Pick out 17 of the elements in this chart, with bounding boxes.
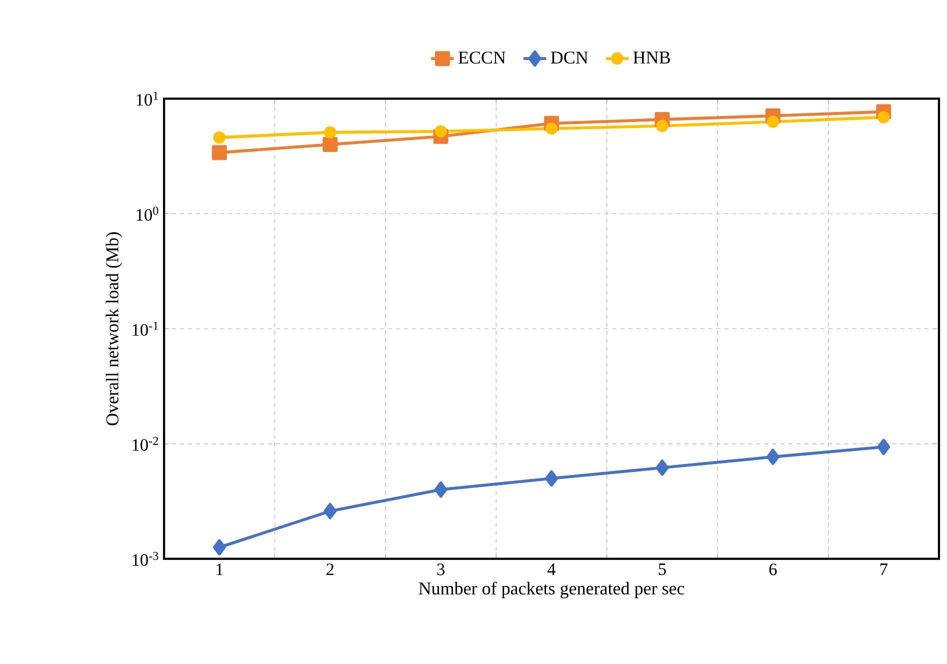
x-tick-label: 6 (769, 563, 777, 576)
y-tick-label: 10$^{1}$ (136, 92, 158, 106)
x-axis-title: Number of packets generated per sec (418, 582, 684, 598)
x-tick-label: 3 (437, 563, 444, 576)
x-tick-label: 2 (326, 563, 334, 575)
y-tick-label: 10$^{0}$ (136, 206, 158, 221)
legend-label: ECCN (458, 51, 506, 64)
y-tick-label: 10$^{-3}$ (132, 552, 158, 566)
x-tick-label: 1 (216, 563, 223, 575)
legend-label: HNB (633, 52, 670, 64)
y-tick-label: 10$^{-1}$ (132, 322, 158, 336)
y-tick-label: 10$^{-2}$ (132, 436, 158, 451)
x-tick-label: 7 (880, 563, 888, 575)
x-tick-label: 5 (658, 563, 666, 575)
y-axis-title: Overall network load (Mb) (106, 232, 122, 426)
x-tick-label: 4 (548, 563, 556, 575)
legend-label: DCN (550, 51, 588, 64)
